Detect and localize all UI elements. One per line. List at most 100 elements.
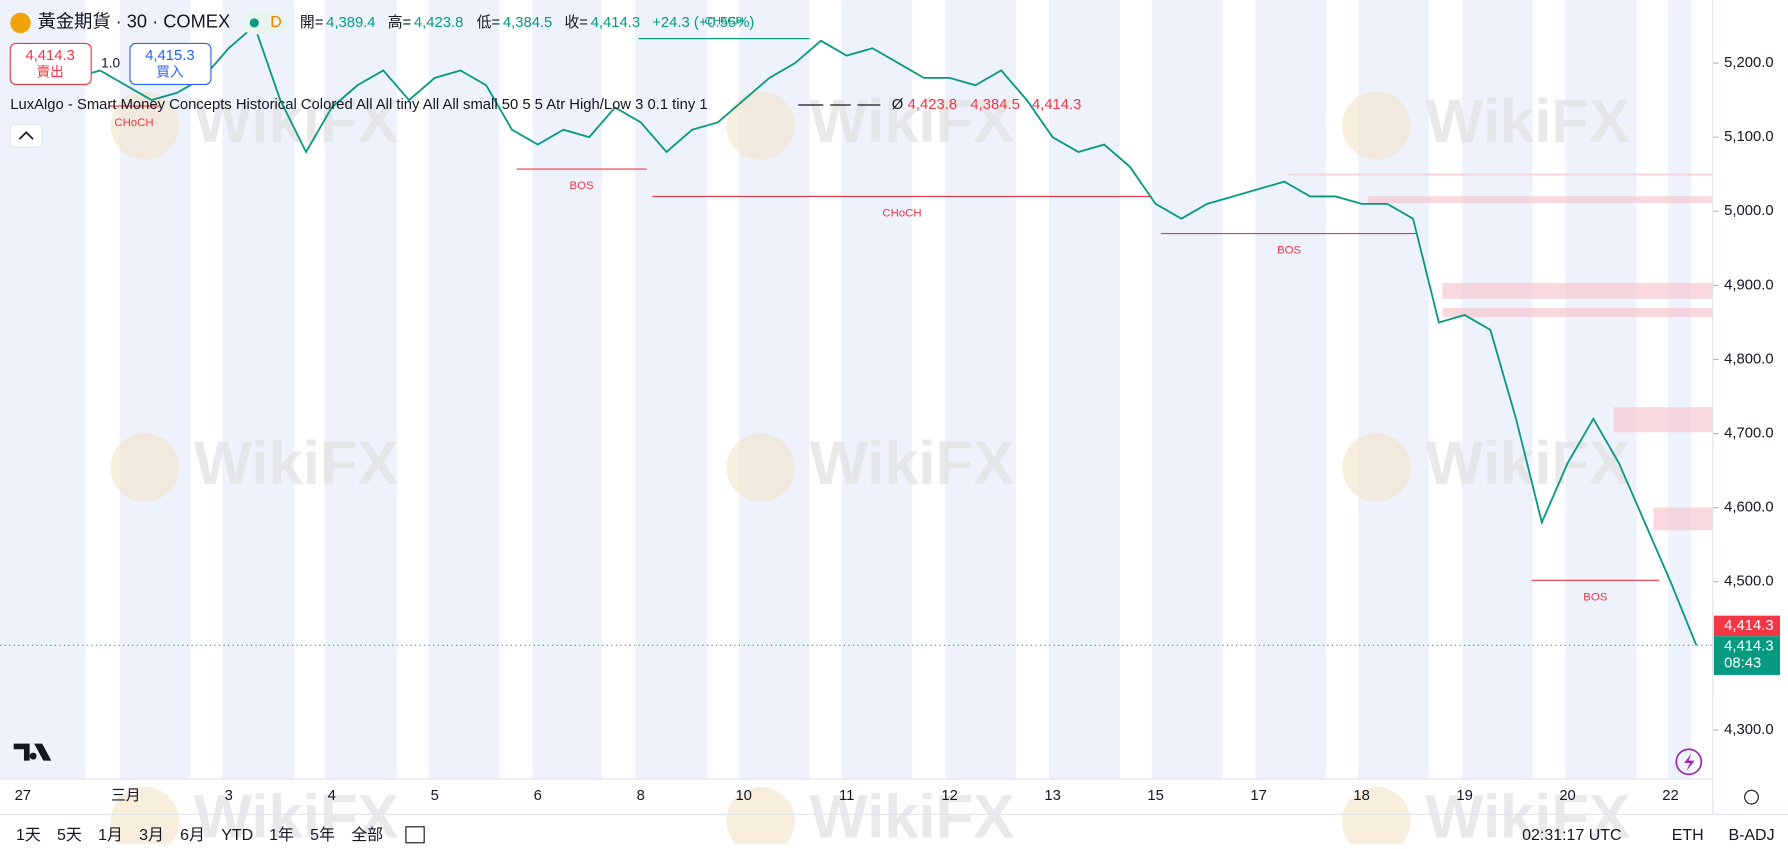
quantity: 1.0 <box>101 56 120 71</box>
sell-price: 4,414.3 <box>25 48 74 64</box>
ohlc-label: 開= <box>300 15 323 31</box>
buy-button[interactable] <box>129 42 212 86</box>
zone <box>1613 407 1713 433</box>
session-band <box>945 0 1017 779</box>
range-button[interactable]: 3月 <box>139 827 164 844</box>
range-button[interactable]: 1天 <box>16 827 41 844</box>
watermark: WikiFX <box>194 87 399 156</box>
x-tick-label: 3 <box>225 788 233 804</box>
session-bands <box>0 0 1692 779</box>
clock: 02:31:17 UTC <box>1522 827 1621 844</box>
zone <box>1288 173 1713 176</box>
structure-label: BOS <box>1277 245 1301 257</box>
buy-price: 4,415.3 <box>145 48 194 64</box>
session-band <box>532 0 603 779</box>
plot: CHoCH CHoCH BOS CHoCH BOS BOS <box>0 16 1719 731</box>
y-tick-label: 4,600.0 <box>1724 500 1773 516</box>
session-toggle[interactable]: ETH <box>1672 827 1704 844</box>
range-button[interactable]: 1年 <box>269 826 294 844</box>
collapse-button[interactable] <box>9 123 43 148</box>
watermark: WikiFX <box>194 782 399 844</box>
x-tick-label: 15 <box>1147 788 1163 804</box>
watermark-logo <box>110 91 180 160</box>
sell-button[interactable] <box>9 42 92 86</box>
watermark: WikiFX <box>810 782 1015 844</box>
y-tick-label: 4,300.0 <box>1724 722 1773 738</box>
x-tick-label: 18 <box>1353 788 1369 804</box>
watermark-logo <box>1342 91 1411 160</box>
watermark-logo <box>110 786 180 849</box>
indicator-symbol: Ø <box>892 97 904 113</box>
indicator-value: 4,384.5 <box>970 97 1019 113</box>
x-tick-label: 20 <box>1559 788 1575 804</box>
alert-icon[interactable] <box>1675 748 1703 776</box>
x-tick-label: 10 <box>735 788 751 804</box>
zone <box>1653 507 1713 531</box>
x-tick-label: 8 <box>637 788 645 804</box>
session-band <box>1255 0 1327 779</box>
watermark-logo <box>1342 786 1411 849</box>
ohlc-value: 4,384.5 <box>503 15 552 31</box>
last-price-box <box>1713 636 1781 675</box>
x-tick-label: 12 <box>941 788 957 804</box>
watermark: WikiFX <box>810 87 1015 156</box>
range-button[interactable]: 5天 <box>57 827 82 844</box>
watermark-logo <box>1342 433 1411 502</box>
watermark-logo <box>726 91 795 160</box>
change: +24.3 (+0.55%) <box>652 15 754 31</box>
status-dot <box>249 18 259 28</box>
symbol: 黃金期貨 · 30 · COMEX <box>38 11 231 32</box>
last-price-label: 4,414.3 <box>1724 638 1773 654</box>
session-band <box>324 0 397 779</box>
countdown: 08:43 <box>1724 655 1761 671</box>
x-tick-label: 19 <box>1456 788 1472 804</box>
session-band <box>1668 0 1692 779</box>
calendar-icon[interactable] <box>405 826 425 844</box>
alert-bolt <box>1684 753 1695 771</box>
bid-label: 4,414.3 <box>1724 618 1773 634</box>
structure-label: CHoCH <box>882 208 921 220</box>
indicator-value: 4,423.8 <box>908 97 957 113</box>
symbol-icon <box>10 12 31 34</box>
ohlc-label: 高= <box>388 14 411 31</box>
x-tick-label: 三月 <box>111 788 141 804</box>
ohlc-value: 4,389.4 <box>326 15 375 31</box>
ohlc-label: 收= <box>564 14 587 31</box>
settings-icon[interactable] <box>1744 789 1759 805</box>
structure-label: BOS <box>570 180 594 192</box>
range-button[interactable]: 5年 <box>310 826 335 844</box>
sell-label: 賣出 <box>37 65 64 80</box>
session-band <box>1565 0 1637 779</box>
structure-label: BOS <box>1583 591 1607 603</box>
session-band <box>1049 0 1120 779</box>
x-tick-label: 4 <box>328 788 336 804</box>
y-tick-label: 5,100.0 <box>1724 129 1773 145</box>
watermark-logo <box>726 433 795 502</box>
price-line <box>22 24 1698 646</box>
x-tick-label: 5 <box>431 788 439 804</box>
session-band <box>222 0 295 779</box>
x-tick-label: 11 <box>839 788 854 804</box>
range-button[interactable]: 全部 <box>351 826 383 844</box>
zone <box>1368 196 1713 204</box>
range-button[interactable]: 6月 <box>180 827 205 844</box>
x-tick-label: 6 <box>534 788 542 804</box>
range-button[interactable]: YTD <box>221 827 253 844</box>
y-tick-label: 4,800.0 <box>1724 351 1773 367</box>
session-band <box>841 0 913 779</box>
bid-box <box>1713 615 1781 637</box>
watermark: WikiFX <box>194 429 399 498</box>
y-tick-label: 4,700.0 <box>1724 426 1773 442</box>
ohlc-value: 4,423.8 <box>414 15 463 31</box>
x-tick-label: 13 <box>1044 788 1060 804</box>
session-band <box>0 0 86 779</box>
indicator-value: 4,414.3 <box>1032 97 1081 113</box>
range-button[interactable]: 1月 <box>98 827 123 844</box>
watermarks: WikiFX WikiFX WikiFX WikiFX WikiFX WikiFX Wiki… <box>110 87 1630 849</box>
status-pill <box>241 11 288 35</box>
watermark: WikiFX <box>1425 782 1630 844</box>
session-band <box>1461 0 1533 779</box>
adjust-toggle[interactable]: B-ADJ <box>1728 827 1774 844</box>
indicator-name: LuxAlgo - Smart Money Concepts Historica… <box>10 97 707 113</box>
